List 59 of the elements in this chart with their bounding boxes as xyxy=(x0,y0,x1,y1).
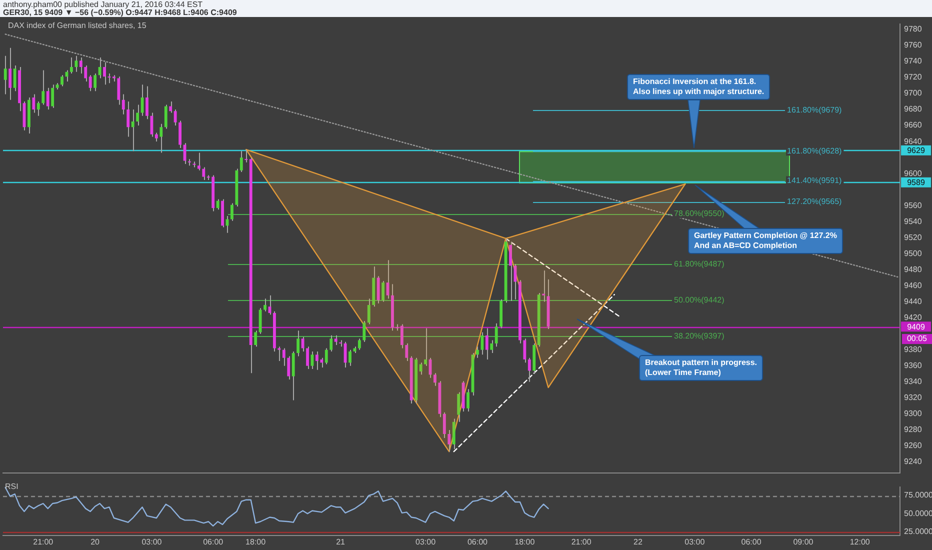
x-tick-label: 06:00 xyxy=(467,537,488,546)
y-tick-label: 9280 xyxy=(904,425,922,434)
x-tick-label: 20 xyxy=(90,537,100,546)
ref-line-label: 78.60%(9550) xyxy=(674,208,725,218)
x-tick-label: 03:00 xyxy=(684,537,706,546)
ref-line-label: 141.40%(9591) xyxy=(787,176,842,186)
ref-line-label: 9589 xyxy=(907,178,926,188)
y-tick-label: 9480 xyxy=(904,264,922,274)
x-tick-label: 18:00 xyxy=(246,537,266,546)
x-tick-label: 03:00 xyxy=(416,537,436,546)
x-tick-label: 06:00 xyxy=(741,537,762,546)
y-tick-label: 9500 xyxy=(904,248,922,258)
y-tick-label: 9780 xyxy=(904,24,922,34)
x-tick-label: 21 xyxy=(336,537,346,546)
y-tick-label: 9600 xyxy=(904,168,922,178)
y-tick-label: 9320 xyxy=(904,393,922,402)
ref-line-label: 161.80%(9628) xyxy=(787,146,842,156)
y-tick-label: 9240 xyxy=(904,457,922,466)
y-tick-label: 9540 xyxy=(904,216,922,226)
annotation: Breakout pattern in progress. (Lower Time Frame) xyxy=(639,355,764,381)
y-tick-label: 9340 xyxy=(904,377,922,386)
x-tick-label: 03:00 xyxy=(142,537,162,546)
y-tick-label: 9420 xyxy=(904,312,922,322)
y-tick-label: 9680 xyxy=(904,104,922,114)
y-tick-label: 9660 xyxy=(904,120,922,130)
ref-line-label: 50.00%(9442) xyxy=(674,295,725,304)
x-tick-label: 21:00 xyxy=(571,537,592,546)
text: anthony.pham00 published January 21, 2016 03:44 EST xyxy=(3,0,203,9)
x-tick-label: 12:00 xyxy=(850,537,870,546)
chart-title: DAX index of German listed shares, 15 xyxy=(8,21,146,30)
annotation: Gartley Pattern Completion @ 127.2% And an AB=CD Completion xyxy=(688,228,843,254)
ref-line-label: 161.80%(9679) xyxy=(787,106,842,115)
x-tick-label: 21:00 xyxy=(33,537,54,546)
y-tick-label: 9740 xyxy=(904,56,922,66)
ref-line-label: 127.20%(9565) xyxy=(787,196,842,206)
ref-line-label: 38.20%(9397) xyxy=(674,331,725,340)
y-tick-label: 9260 xyxy=(904,441,922,450)
y-tick-label: 9760 xyxy=(904,40,922,50)
ref-line-label: 61.80%(9487) xyxy=(674,259,725,268)
ref-line-label: 9409 xyxy=(907,322,926,332)
text: 00:05 xyxy=(902,334,932,344)
x-tick-label: 22 xyxy=(634,537,643,546)
ref-line-label: 9629 xyxy=(907,146,926,156)
x-tick-label: 18:00 xyxy=(514,537,536,546)
y-tick-label: 9380 xyxy=(904,345,922,354)
y-tick-label: 9460 xyxy=(904,280,922,290)
x-tick-label: 06:00 xyxy=(203,537,224,546)
y-tick-label: 9560 xyxy=(904,200,922,210)
chart-subtitle: GER30, 15 9409 ▼ −56 (−0.59%) O:9447 H:9468 L:9406 C:9409 xyxy=(3,8,237,17)
y-tick-label: 9720 xyxy=(904,72,922,82)
y-tick-label: 9440 xyxy=(904,296,922,306)
x-tick-label: 09:00 xyxy=(793,537,814,546)
y-tick-label: 9520 xyxy=(904,232,922,242)
y-tick-label: 9640 xyxy=(904,136,922,146)
y-tick-label: 9700 xyxy=(904,88,922,98)
annotation: RSI xyxy=(5,482,18,492)
y-tick-label: 9300 xyxy=(904,409,922,418)
y-tick-label: 9360 xyxy=(904,361,922,370)
annotation: Fibonacci Inversion at the 161.8. Also lines up with major structure. xyxy=(627,74,770,100)
